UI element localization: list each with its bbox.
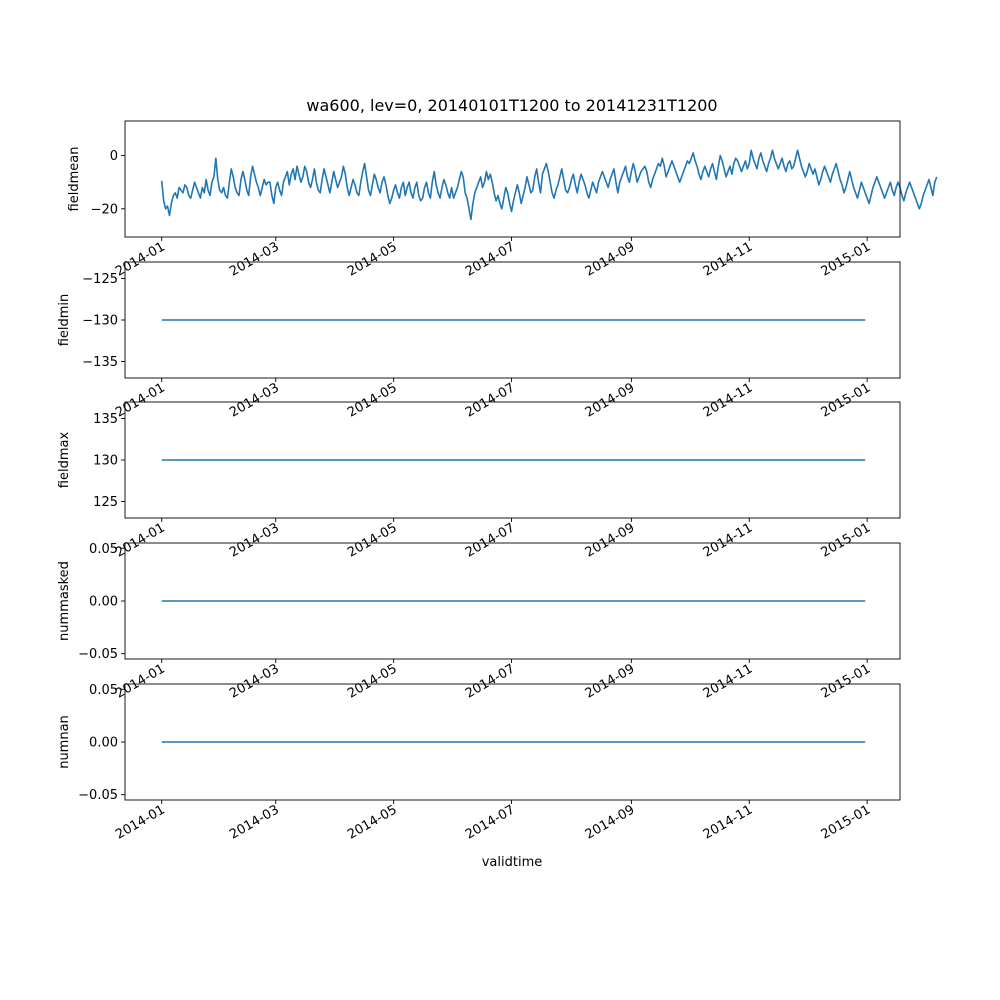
- chart-title: wa600, lev=0, 20140101T1200 to 20141231T…: [306, 96, 717, 115]
- x-axis-label: validtime: [482, 855, 543, 870]
- x-tick-label-numnan: 2014-01: [113, 802, 168, 842]
- x-tick-label-fieldmax: 2014-05: [345, 520, 400, 560]
- y-axis-label-fieldmax: fieldmax: [57, 432, 72, 489]
- x-tick-label-nummasked: 2014-01: [113, 661, 168, 701]
- y-tick-label-fieldmin: −130: [82, 314, 118, 329]
- x-tick-label-fieldmax: 2014-11: [701, 520, 756, 560]
- x-tick-label-nummasked: 2014-03: [227, 661, 282, 701]
- y-tick-label-nummasked: 0.05: [89, 542, 118, 557]
- x-tick-label-numnan: 2014-09: [583, 802, 638, 842]
- y-tick-label-fieldmax: 130: [93, 454, 118, 469]
- y-axis-label-numnan: numnan: [57, 715, 72, 769]
- x-tick-label-fieldmean: 2014-11: [701, 239, 756, 279]
- x-tick-label-fieldmax: 2014-07: [463, 520, 518, 560]
- panel-fieldmax: 135 130 125 2014-01 2014-03 2014-05 2014-07 201…: [57, 401, 901, 561]
- x-tick-label-fieldmin: 2014-09: [583, 380, 638, 420]
- x-tick-label-fieldmin: 2014-01: [113, 380, 168, 420]
- panel-fieldmean: 0 −20 2014-01 2014-03 2014-05 2014-07 2014-09 2…: [67, 120, 938, 280]
- x-tick-label-fieldmean: 2014-03: [227, 239, 282, 279]
- y-tick-label-numnan: 0.05: [89, 683, 118, 698]
- x-tick-label-fieldmax: 2014-01: [113, 520, 168, 560]
- y-tick-label-numnan: 0.00: [89, 736, 118, 751]
- y-tick-label-fieldmin: −135: [82, 355, 118, 370]
- x-tick-label-nummasked: 2014-11: [701, 661, 756, 701]
- x-tick-label-fieldmax: 2014-09: [583, 520, 638, 560]
- x-tick-label-fieldmax: 2014-03: [227, 520, 282, 560]
- y-tick-label-nummasked: −0.05: [78, 647, 118, 662]
- x-tick-label-nummasked: 2015-01: [819, 661, 874, 701]
- x-tick-label-fieldmean: 2014-09: [583, 239, 638, 279]
- y-tick-label-nummasked: 0.00: [89, 595, 118, 610]
- y-axis-label-fieldmin: fieldmin: [57, 294, 72, 347]
- x-tick-label-nummasked: 2014-07: [463, 661, 518, 701]
- x-tick-label-numnan: 2014-03: [227, 802, 282, 842]
- panels: 0 −20 2014-01 2014-03 2014-05 2014-07 2014-09 2…: [57, 120, 938, 843]
- y-tick-label-fieldmax: 125: [93, 495, 118, 510]
- x-tick-label-numnan: 2014-07: [463, 802, 518, 842]
- y-tick-label-fieldmax: 135: [93, 412, 118, 427]
- plot-frame-fieldmean: [124, 120, 901, 238]
- x-tick-label-fieldmin: 2014-11: [701, 380, 756, 420]
- x-tick-label-fieldmin: 2015-01: [819, 380, 874, 420]
- y-tick-label-numnan: −0.05: [78, 788, 118, 803]
- panel-fieldmin: −125 −130 −135 2014-01 2014-03 2014-05 2014-07…: [57, 261, 901, 421]
- x-tick-label-numnan: 2015-01: [819, 802, 874, 842]
- x-tick-label-fieldmean: 2015-01: [819, 239, 874, 279]
- x-tick-label-fieldmin: 2014-05: [345, 380, 400, 420]
- x-tick-label-nummasked: 2014-05: [345, 661, 400, 701]
- y-axis-label-nummasked: nummasked: [57, 561, 72, 641]
- x-tick-label-fieldmean: 2014-05: [345, 239, 400, 279]
- x-tick-label-fieldmin: 2014-07: [463, 380, 518, 420]
- y-tick-label-fieldmean: −20: [91, 202, 118, 217]
- x-tick-label-fieldmean: 2014-07: [463, 239, 518, 279]
- y-tick-label-fieldmin: −125: [82, 272, 118, 287]
- x-tick-label-fieldmax: 2015-01: [819, 520, 874, 560]
- x-tick-label-numnan: 2014-11: [701, 802, 756, 842]
- y-tick-label-fieldmean: 0: [110, 149, 118, 164]
- x-tick-label-fieldmean: 2014-01: [113, 239, 168, 279]
- x-tick-label-nummasked: 2014-09: [583, 661, 638, 701]
- x-tick-label-numnan: 2014-05: [345, 802, 400, 842]
- y-axis-label-fieldmean: fieldmean: [67, 147, 82, 212]
- x-tick-label-fieldmin: 2014-03: [227, 380, 282, 420]
- series-line-fieldmean: [160, 149, 938, 221]
